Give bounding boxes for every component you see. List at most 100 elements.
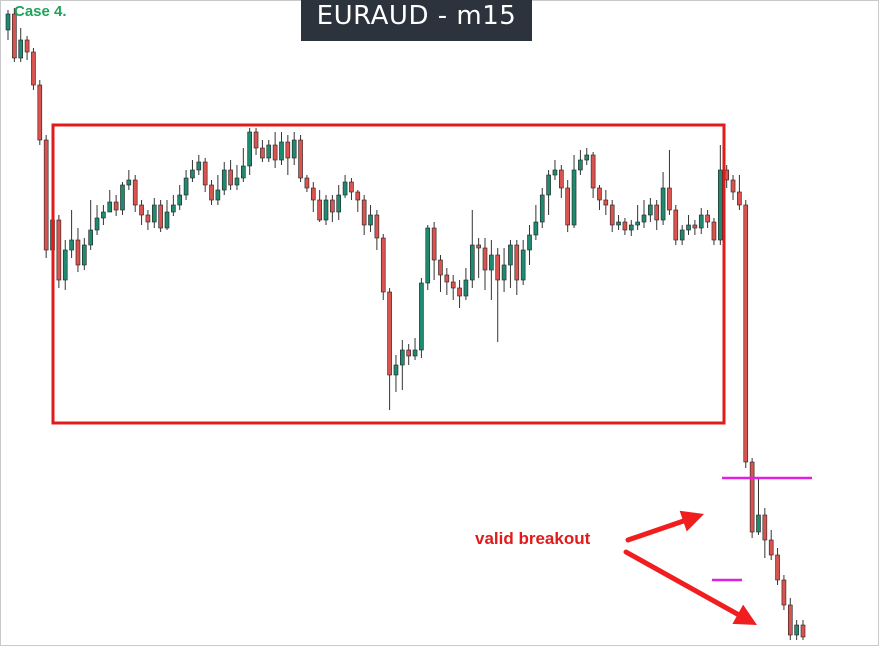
- bearish-candle: [749, 461, 755, 533]
- bearish-candle: [380, 237, 386, 293]
- bullish-candle: [323, 199, 329, 221]
- bullish-candle: [412, 349, 418, 357]
- bullish-candle: [266, 144, 272, 159]
- bullish-candle: [101, 211, 106, 219]
- bullish-candle: [368, 214, 373, 226]
- bearish-candle: [438, 259, 443, 276]
- bullish-candle: [241, 165, 246, 179]
- bullish-candle: [291, 139, 297, 159]
- bearish-candle: [209, 184, 214, 201]
- bearish-candle: [559, 169, 564, 189]
- bearish-candle: [202, 161, 208, 186]
- bearish-candle: [565, 187, 570, 226]
- bullish-candle: [215, 189, 221, 201]
- arrow-down-head: [732, 604, 757, 625]
- bullish-candle: [419, 282, 424, 351]
- bullish-candle: [520, 249, 526, 281]
- bearish-candle: [310, 187, 316, 201]
- bearish-candle: [113, 201, 119, 211]
- bullish-candle: [94, 217, 100, 231]
- bearish-candle: [260, 147, 265, 159]
- bullish-candle: [183, 177, 189, 196]
- bearish-candle: [775, 554, 780, 581]
- valid-breakout-annotation: valid breakout: [475, 529, 591, 548]
- bullish-candle: [679, 229, 685, 241]
- bullish-candle: [400, 349, 405, 366]
- bullish-candle: [584, 154, 590, 161]
- bearish-candle: [762, 514, 768, 541]
- bearish-candle: [355, 191, 361, 201]
- bearish-candle: [787, 604, 793, 636]
- bearish-candle: [768, 539, 774, 556]
- bearish-candle: [361, 199, 367, 226]
- bearish-candle: [75, 239, 81, 266]
- bearish-candle: [609, 204, 615, 226]
- bullish-candle: [126, 179, 132, 186]
- bearish-candle: [622, 221, 628, 231]
- bullish-candle: [718, 169, 723, 241]
- bearish-candle: [228, 169, 233, 186]
- bearish-candle: [654, 204, 660, 221]
- arrow-up-head: [679, 510, 704, 532]
- bullish-candle: [463, 279, 469, 297]
- bearish-candle: [317, 199, 322, 221]
- bearish-candle: [31, 51, 36, 86]
- bullish-candle: [221, 169, 227, 191]
- bearish-candle: [349, 181, 354, 193]
- bullish-candle: [578, 159, 583, 171]
- bearish-candle: [285, 141, 291, 159]
- bearish-candle: [482, 247, 488, 271]
- bullish-candle: [171, 204, 176, 213]
- bearish-candle: [597, 187, 602, 201]
- bullish-candle: [107, 201, 113, 213]
- bullish-candle: [177, 194, 183, 206]
- bullish-candle: [120, 184, 125, 211]
- bearish-candle: [457, 287, 462, 297]
- bullish-candle: [69, 239, 74, 251]
- bullish-candle: [18, 39, 24, 59]
- bullish-candle: [527, 234, 532, 251]
- bearish-candle: [590, 154, 596, 189]
- bearish-candle: [705, 214, 710, 223]
- bearish-candle: [406, 349, 411, 357]
- bullish-candle: [635, 221, 640, 226]
- bullish-candle: [648, 204, 653, 216]
- bullish-candle: [247, 131, 252, 167]
- bearish-candle: [43, 139, 49, 251]
- bearish-candle: [444, 274, 450, 283]
- bearish-candle: [431, 227, 437, 261]
- bearish-candle: [692, 224, 698, 229]
- range-box: [51, 123, 726, 425]
- bearish-candle: [495, 254, 501, 281]
- chart-title: EURAUD - m15: [301, 0, 532, 41]
- bullish-candle: [342, 181, 348, 196]
- bearish-candle: [781, 579, 787, 606]
- bullish-candle: [686, 224, 691, 231]
- bearish-candle: [514, 244, 520, 281]
- bearish-candle: [253, 131, 259, 149]
- bullish-candle: [279, 141, 284, 161]
- bearish-candle: [374, 214, 380, 239]
- bearish-candle: [272, 144, 278, 161]
- bullish-candle: [571, 169, 577, 226]
- bullish-candle: [489, 254, 494, 271]
- bullish-candle: [82, 244, 87, 266]
- case-label: Case 4.: [14, 3, 67, 20]
- bullish-candle: [616, 221, 621, 226]
- bullish-candle: [151, 204, 157, 223]
- bearish-candle: [56, 219, 62, 281]
- bullish-candle: [698, 214, 704, 229]
- bullish-candle: [190, 169, 195, 179]
- bullish-candle: [660, 187, 666, 221]
- bullish-candle: [234, 177, 240, 186]
- bearish-candle: [476, 244, 481, 249]
- bullish-candle: [794, 624, 799, 636]
- bullish-candle: [62, 249, 68, 281]
- bearish-candle: [800, 624, 806, 638]
- bearish-candle: [132, 179, 138, 206]
- bullish-candle: [533, 221, 539, 236]
- bullish-candle: [196, 161, 202, 171]
- bearish-candle: [145, 214, 151, 223]
